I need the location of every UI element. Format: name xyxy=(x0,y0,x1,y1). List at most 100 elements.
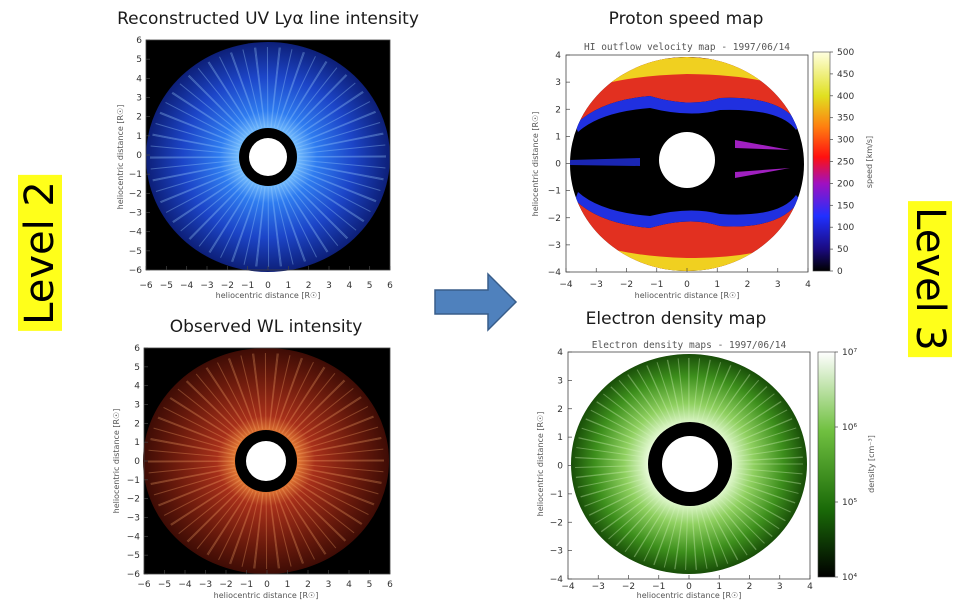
uv-streak xyxy=(296,165,381,191)
wl-streak xyxy=(297,437,382,455)
wl-streak xyxy=(170,479,241,526)
electron-streak xyxy=(728,483,791,513)
speed-colorbar-tick: 100 xyxy=(837,223,854,233)
wl-streak xyxy=(275,358,303,431)
electron-streak xyxy=(718,386,768,433)
proton-inner-title: HI outflow velocity map - 1997/06/14 xyxy=(584,42,790,53)
wl-streak xyxy=(157,417,237,449)
uv-streak xyxy=(187,75,249,136)
electron-xtick-label: 0 xyxy=(686,582,692,592)
wl-streak xyxy=(150,467,235,485)
wl-ytick-label: 5 xyxy=(134,363,140,373)
electron-streak xyxy=(610,386,660,433)
speed-colorbar-tick: 200 xyxy=(837,179,854,189)
uv-streak xyxy=(242,49,263,128)
uv-streak xyxy=(273,186,294,265)
wl-streak xyxy=(195,373,248,436)
electron-streak xyxy=(714,499,757,550)
electron-streak xyxy=(724,401,782,439)
uv-streak xyxy=(276,185,305,262)
wl-streak xyxy=(287,484,347,541)
electron-streak xyxy=(692,358,701,421)
wl-streak xyxy=(240,355,260,430)
uv-streak xyxy=(270,186,281,267)
uv-streak xyxy=(287,74,347,135)
wl-streak xyxy=(269,492,280,569)
wl-streak xyxy=(297,463,384,473)
proton-ytick-label: −1 xyxy=(548,187,561,197)
wl-xtick-label: −5 xyxy=(158,580,171,590)
wl-xtick-label: 5 xyxy=(367,580,373,590)
electron-streak xyxy=(656,362,678,422)
electron-streak xyxy=(726,409,788,442)
wl-streak xyxy=(284,486,337,549)
uv-streak xyxy=(232,185,260,263)
wl-streak xyxy=(291,479,363,525)
wl-streak xyxy=(254,492,264,569)
proton-xtick-label: 2 xyxy=(745,280,751,290)
wl-streak xyxy=(272,492,292,567)
electron-streak xyxy=(714,499,757,551)
wl-streak xyxy=(217,362,254,433)
wl-xtick-label: 2 xyxy=(305,580,311,590)
proton-ytick-label: −3 xyxy=(548,241,561,251)
electron-streak xyxy=(728,418,793,446)
electron-streak xyxy=(730,427,797,450)
wl-streak xyxy=(148,449,235,459)
wl-xtick-label: −4 xyxy=(178,580,192,590)
electron-streak xyxy=(731,437,800,454)
uv-streak xyxy=(291,91,364,140)
uv-streak xyxy=(179,83,246,138)
electron-streak xyxy=(576,447,646,458)
uv-streak xyxy=(219,56,257,130)
wl-streak xyxy=(206,488,251,555)
electron-streak xyxy=(732,456,803,462)
uv-streak xyxy=(208,182,254,253)
uv-streak xyxy=(188,74,249,136)
density-colorbar-tick: 10⁵ xyxy=(842,498,857,508)
wl-streak xyxy=(297,438,382,455)
wl-xtick-label: −6 xyxy=(137,580,151,590)
electron-streak xyxy=(577,473,647,488)
uv-xtick-label: −2 xyxy=(221,281,234,291)
right-arrow-icon xyxy=(434,272,518,332)
wl-streak xyxy=(163,407,239,446)
electron-streak xyxy=(729,479,796,504)
electron-streak xyxy=(575,457,646,462)
uv-ytick-label: 3 xyxy=(136,94,142,104)
electron-ytick-label: −2 xyxy=(550,518,563,528)
electron-streak xyxy=(627,374,666,428)
wl-streak xyxy=(196,486,248,549)
uv-streak xyxy=(197,68,251,134)
uv-streak xyxy=(295,111,376,146)
electron-streak xyxy=(728,418,793,446)
uv-streak xyxy=(189,179,249,240)
wl-streak xyxy=(150,438,235,455)
speed-colorbar-tick: 500 xyxy=(837,48,854,58)
electron-streak xyxy=(696,359,711,421)
uv-streak xyxy=(150,145,239,155)
electron-streak xyxy=(653,505,676,565)
electron-streak xyxy=(596,401,654,439)
uv-streak xyxy=(297,155,386,158)
electron-streak xyxy=(699,506,719,567)
uv-xtick-label: 2 xyxy=(306,281,312,291)
electron-streak xyxy=(732,467,803,475)
uv-streak xyxy=(291,174,364,223)
electron-plot xyxy=(567,351,836,580)
electron-streak xyxy=(724,401,782,439)
wl-xtick-label: 1 xyxy=(285,580,291,590)
electron-streak xyxy=(615,497,662,547)
wl-streak xyxy=(229,358,257,431)
uv-streak xyxy=(172,174,245,223)
wl-streak xyxy=(296,470,379,495)
electron-streak xyxy=(708,369,742,426)
proton-ytick-label: 4 xyxy=(555,51,561,61)
uv-ytick-label: 5 xyxy=(136,55,142,65)
wl-ytick-label: 6 xyxy=(134,344,140,354)
uv-xtick-label: 6 xyxy=(387,281,393,291)
uv-ytick-label: 4 xyxy=(136,74,142,84)
uv-streak xyxy=(285,67,338,133)
wl-streak xyxy=(289,387,354,440)
